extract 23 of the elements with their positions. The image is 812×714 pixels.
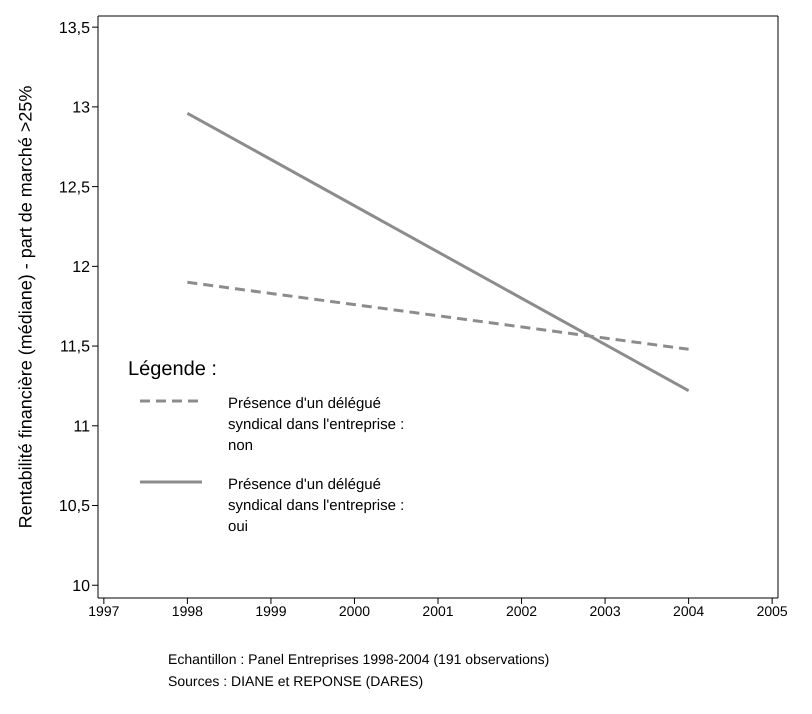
y-tick-label: 11,5 [60,338,90,356]
x-tick-label: 1998 [172,602,204,619]
x-tick-label: 2004 [673,602,704,619]
y-axis-title: Rentabilité financière (médiane) - part de marché >25% [15,86,36,528]
x-tick-label: 2005 [756,602,788,619]
y-tick-label: 10,5 [58,498,90,516]
x-tick-label: 2000 [338,602,370,619]
x-tick-label: 2002 [506,602,538,619]
legend-title: Légende : [128,358,218,381]
y-tick-label: 11 [73,418,90,436]
legend-label: Présence d'un délégué syndical dans l'entreprise : non [228,394,406,456]
x-tick-label: 1999 [255,602,287,619]
y-tick-label: 12,5 [58,179,90,196]
text: Echantillon : Panel Entreprises 1998-2004 (191 observations) [168,650,550,669]
legend-label: Présence d'un délégué syndical dans l'entreprise : oui [228,475,406,537]
source-note: Sources : DIANE et REPONSE (DARES) [168,672,424,691]
x-tick-label: 2001 [422,602,454,619]
y-tick-label: 12 [72,259,90,276]
y-tick-label: 10 [72,578,90,595]
x-tick-label: 1997 [88,602,120,619]
x-tick-label: 2003 [590,602,621,619]
y-tick-label: 13 [72,100,90,117]
y-tick-label: 13,5 [58,20,90,37]
